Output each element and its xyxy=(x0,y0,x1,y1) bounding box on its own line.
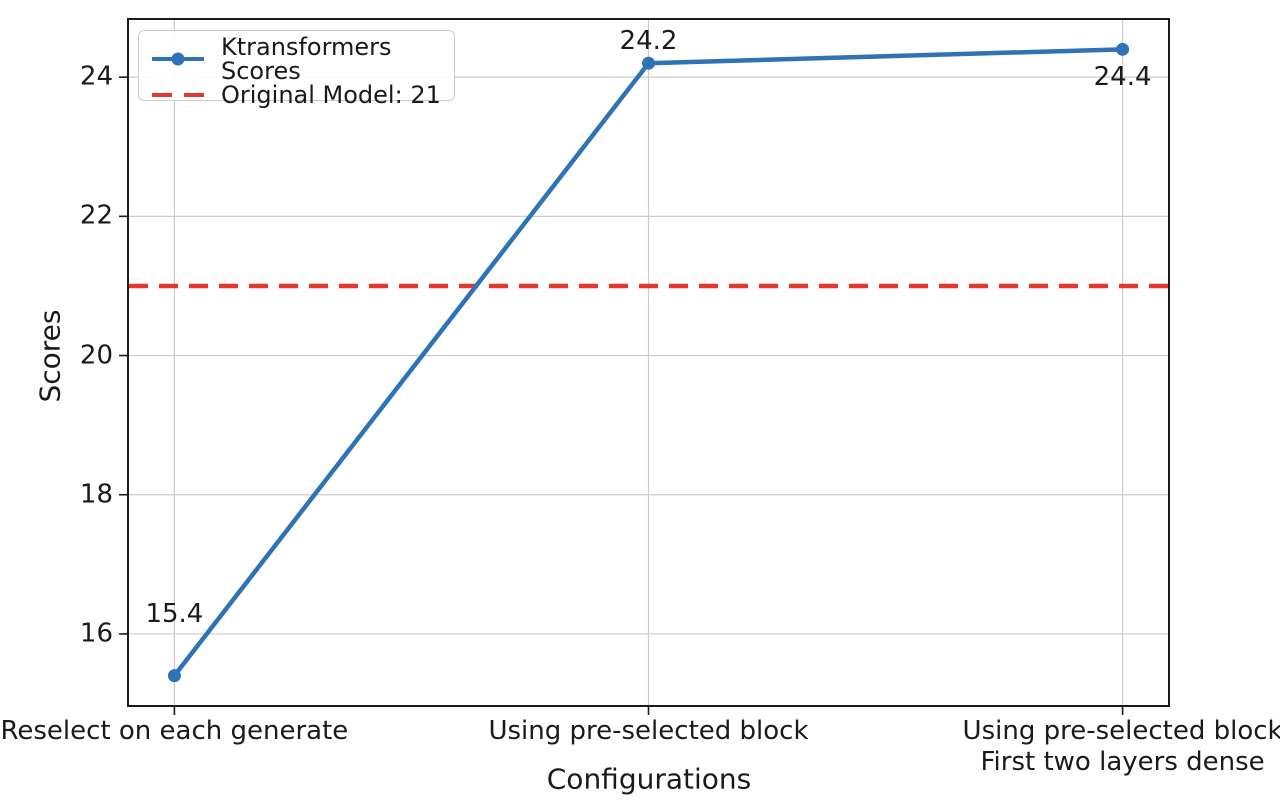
legend-entry-series: Ktransformers Scores xyxy=(152,35,454,83)
y-tick-label: 20 xyxy=(79,340,113,371)
data-point-label: 15.4 xyxy=(145,598,204,629)
legend-label-series: Ktransformers Scores xyxy=(221,33,392,85)
data-point-marker xyxy=(642,56,655,70)
x-tick-label: Reselect on each generate xyxy=(0,716,348,747)
y-axis-label: Scores xyxy=(33,309,67,403)
y-tick-label: 16 xyxy=(79,618,113,649)
x-tick-label-line: Using pre-selected block xyxy=(962,716,1280,746)
data-point-marker xyxy=(167,669,181,683)
legend-label-reference: Original Model: 21 xyxy=(221,81,441,109)
data-point-marker xyxy=(1116,42,1130,56)
y-tick-label: 24 xyxy=(79,61,113,92)
line-marker-sample xyxy=(152,52,204,66)
data-point-label: 24.4 xyxy=(1093,62,1152,93)
x-tick-label-line: First two layers dense xyxy=(980,747,1265,778)
data-point-label: 24.2 xyxy=(619,26,678,57)
legend: Ktransformers Scores Original Model: 21 xyxy=(138,30,455,107)
dashed-line-sample xyxy=(152,93,204,97)
legend-entry-reference: Original Model: 21 xyxy=(152,83,454,107)
plot-border xyxy=(127,18,1170,707)
x-tick-label-line: Reselect on each generate xyxy=(0,716,349,746)
x-axis-label: Configurations xyxy=(546,762,752,796)
y-tick-label: 22 xyxy=(79,200,113,231)
y-tick-label: 18 xyxy=(79,479,113,510)
x-tick-label: Using pre-selected block First two layers… xyxy=(963,716,1280,778)
x-tick-label-line: Using pre-selected block xyxy=(488,716,809,746)
line-marker-dot xyxy=(171,52,185,66)
x-tick-label: Using pre-selected block xyxy=(488,716,808,747)
